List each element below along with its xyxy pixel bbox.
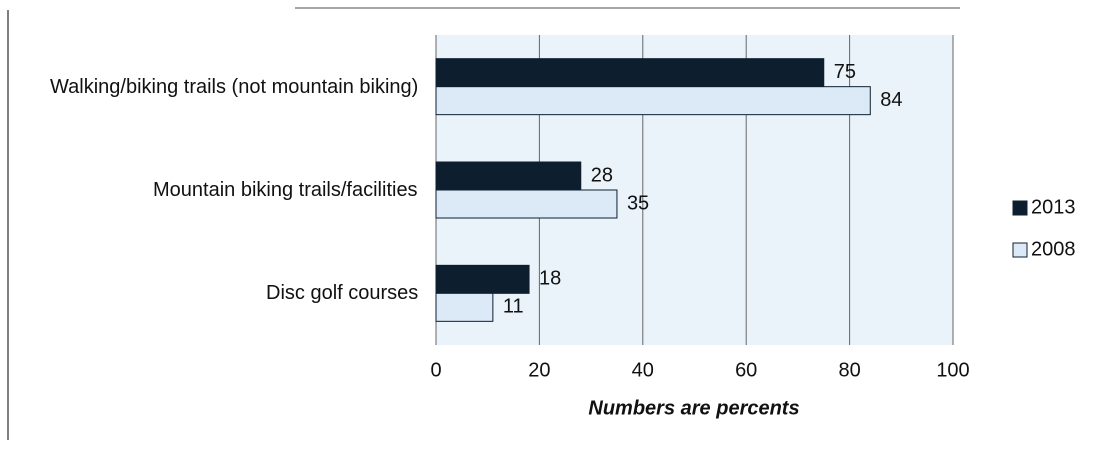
bar — [435, 86, 871, 116]
bar — [435, 161, 582, 191]
x-tick-label: 60 — [735, 359, 757, 381]
value-label: 75 — [834, 61, 856, 83]
bar — [435, 264, 530, 294]
value-label: 28 — [591, 164, 613, 186]
x-tick-label: 100 — [936, 359, 969, 381]
y-tick-label: Mountain biking trails/facilities — [153, 179, 418, 201]
value-label: 18 — [539, 268, 561, 290]
legend-swatch — [1012, 242, 1028, 258]
bar — [435, 292, 494, 322]
value-label: 11 — [503, 296, 524, 318]
bar — [435, 189, 618, 219]
y-tick-label: Disc golf courses — [266, 282, 419, 305]
bar — [435, 58, 825, 88]
legend-label: 2008 — [1031, 238, 1076, 260]
x-tick-label: 80 — [838, 359, 860, 381]
y-tick-label: Walking/biking trails (not mountain biki… — [50, 75, 419, 98]
legend-label: 2013 — [1031, 196, 1076, 218]
value-label: 84 — [880, 89, 902, 111]
x-tick-label: 40 — [632, 359, 654, 381]
x-axis-title: Numbers are percents — [588, 397, 799, 419]
x-tick-label: 20 — [528, 359, 550, 381]
value-label: 35 — [627, 192, 649, 214]
legend-swatch — [1012, 200, 1028, 216]
x-tick-label: 0 — [430, 359, 441, 381]
